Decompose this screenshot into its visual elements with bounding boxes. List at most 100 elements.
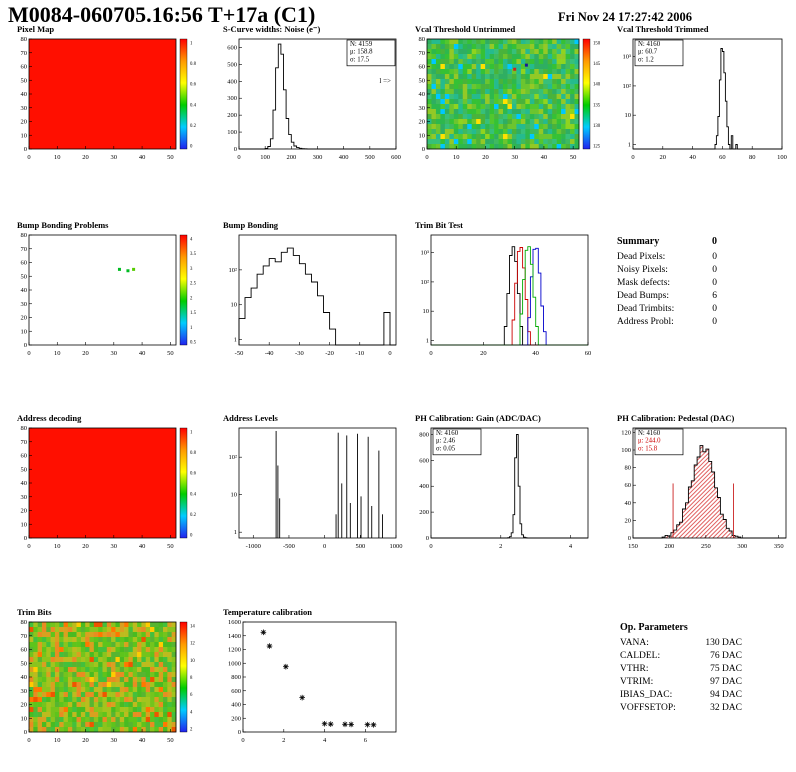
- op-parameter-label: IBIAS_DAC:: [620, 690, 673, 700]
- svg-text:30: 30: [21, 494, 28, 501]
- summary-row-value: 0: [712, 317, 717, 327]
- svg-text:2: 2: [499, 543, 502, 550]
- bump-bonding-problems-plot: 4 3.5 3 2.5 2 1.5 1 0.5 0 10 20 30 40 50 0 10 20 30 40 50 60…: [14, 231, 206, 357]
- svg-text:20: 20: [82, 737, 89, 744]
- svg-text:1: 1: [234, 337, 237, 344]
- temperature-calibration-plot: 0 2 4 6 0 200 400 600 800 1000 1200 1400 1600: [220, 618, 404, 744]
- svg-text:8: 8: [190, 676, 193, 681]
- svg-text:40: 40: [139, 154, 146, 161]
- svg-text:20: 20: [482, 154, 489, 161]
- trim-bit-test-plot: 0 20 40 60 1 10 10² 10³: [412, 231, 596, 357]
- svg-text:10: 10: [21, 328, 28, 335]
- svg-text:20: 20: [82, 154, 89, 161]
- svg-text:σ: 0.05: σ: 0.05: [436, 445, 456, 452]
- summary-row: Noisy Pixels: 0: [617, 264, 717, 277]
- svg-text:-50: -50: [235, 350, 244, 357]
- svg-text:0.8: 0.8: [190, 62, 197, 67]
- op-parameter-row: IBIAS_DAC: 94 DAC: [620, 689, 742, 702]
- svg-text:40: 40: [139, 350, 146, 357]
- svg-text:20: 20: [480, 350, 487, 357]
- svg-text:0: 0: [237, 154, 240, 161]
- svg-text:0: 0: [234, 146, 237, 153]
- svg-text:800: 800: [419, 431, 429, 438]
- svg-text:20: 20: [82, 350, 89, 357]
- svg-text:0: 0: [238, 729, 241, 736]
- op-parameter-row: VTHR: 75 DAC: [620, 663, 742, 676]
- svg-text:20: 20: [21, 315, 28, 322]
- svg-text:500: 500: [365, 154, 375, 161]
- svg-text:-20: -20: [325, 350, 334, 357]
- svg-text:40: 40: [21, 674, 28, 681]
- chart-title: Vcal Threshold Trimmed: [617, 24, 709, 34]
- summary-row-label: Dead Trimbits:: [617, 304, 675, 314]
- op-parameter-value: 76 DAC: [710, 651, 742, 661]
- summary-row-value: 0: [712, 265, 717, 275]
- svg-text:6: 6: [364, 737, 368, 744]
- svg-text:μ: 158.8: μ: 158.8: [350, 49, 373, 56]
- svg-text:500: 500: [355, 543, 365, 550]
- svg-text:1: 1: [190, 431, 193, 436]
- svg-text:N: 4159: N: 4159: [350, 41, 373, 48]
- svg-text:μ: 2.46: μ: 2.46: [436, 438, 456, 445]
- svg-text:70: 70: [21, 50, 28, 57]
- svg-text:40: 40: [21, 480, 28, 487]
- page-title: M0084-060705.16:56 T+17a (C1): [8, 2, 316, 27]
- svg-text:10²: 10²: [623, 83, 632, 90]
- chart-cell-trim-bit-test: Trim Bit Test 0 20 40 60 1 10 10² 10³: [412, 220, 596, 360]
- svg-text:0: 0: [27, 350, 30, 357]
- svg-text:10: 10: [21, 715, 28, 722]
- svg-text:70: 70: [21, 246, 28, 253]
- summary-row: Address Probl: 0: [617, 316, 717, 329]
- svg-text:70: 70: [21, 633, 28, 640]
- svg-text:400: 400: [339, 154, 349, 161]
- svg-text:40: 40: [541, 154, 548, 161]
- svg-text:40: 40: [532, 350, 539, 357]
- chart-title: Trim Bits: [17, 607, 52, 617]
- op-parameters-title: Op. Parameters: [620, 622, 688, 633]
- svg-text:100: 100: [621, 447, 631, 454]
- op-parameter-label: VTRIM:: [620, 677, 654, 687]
- op-parameter-row: CALDEL: 76 DAC: [620, 650, 742, 663]
- op-parameter-value: 130 DAC: [705, 638, 742, 648]
- svg-text:10: 10: [423, 308, 430, 315]
- svg-text:140: 140: [593, 83, 601, 88]
- summary-total: 0: [712, 236, 717, 247]
- svg-text:60: 60: [585, 350, 592, 357]
- svg-text:30: 30: [511, 154, 518, 161]
- svg-text:0.8: 0.8: [190, 451, 197, 456]
- svg-text:130: 130: [593, 124, 601, 129]
- svg-text:1: 1: [234, 529, 237, 536]
- op-parameter-label: VTHR:: [620, 664, 649, 674]
- svg-text:40: 40: [21, 287, 28, 294]
- svg-text:1: 1: [190, 42, 193, 47]
- svg-text:6: 6: [190, 693, 193, 698]
- svg-text:0.2: 0.2: [190, 513, 197, 518]
- svg-text:40: 40: [139, 737, 146, 744]
- svg-text:0: 0: [426, 535, 429, 542]
- svg-text:10: 10: [625, 112, 632, 119]
- svg-text:0: 0: [27, 737, 30, 744]
- svg-text:30: 30: [21, 688, 28, 695]
- svg-text:0.4: 0.4: [190, 492, 197, 497]
- svg-text:50: 50: [167, 543, 174, 550]
- svg-text:145: 145: [593, 62, 601, 67]
- svg-text:N: 4160: N: 4160: [436, 430, 459, 437]
- chart-cell-vcal-trimmed: Vcal Threshold Trimmed 0 20 40 60 80 100 1 10 10…: [614, 24, 790, 164]
- svg-text:50: 50: [167, 737, 174, 744]
- timestamp: Fri Nov 24 17:27:42 2006: [558, 10, 693, 24]
- op-parameter-value: 32 DAC: [710, 703, 742, 713]
- svg-text:0: 0: [323, 543, 326, 550]
- svg-text:100: 100: [260, 154, 270, 161]
- svg-text:3.5: 3.5: [190, 252, 197, 257]
- svg-text:40: 40: [139, 543, 146, 550]
- svg-text:2: 2: [282, 737, 285, 744]
- svg-text:60: 60: [625, 482, 632, 489]
- svg-text:0: 0: [190, 145, 193, 150]
- svg-text:150: 150: [628, 543, 638, 550]
- op-parameter-label: VANA:: [620, 638, 649, 648]
- svg-text:4: 4: [190, 238, 193, 243]
- svg-text:200: 200: [227, 112, 237, 119]
- svg-text:10: 10: [231, 492, 238, 499]
- svg-text:30: 30: [111, 350, 118, 357]
- svg-text:250: 250: [701, 543, 711, 550]
